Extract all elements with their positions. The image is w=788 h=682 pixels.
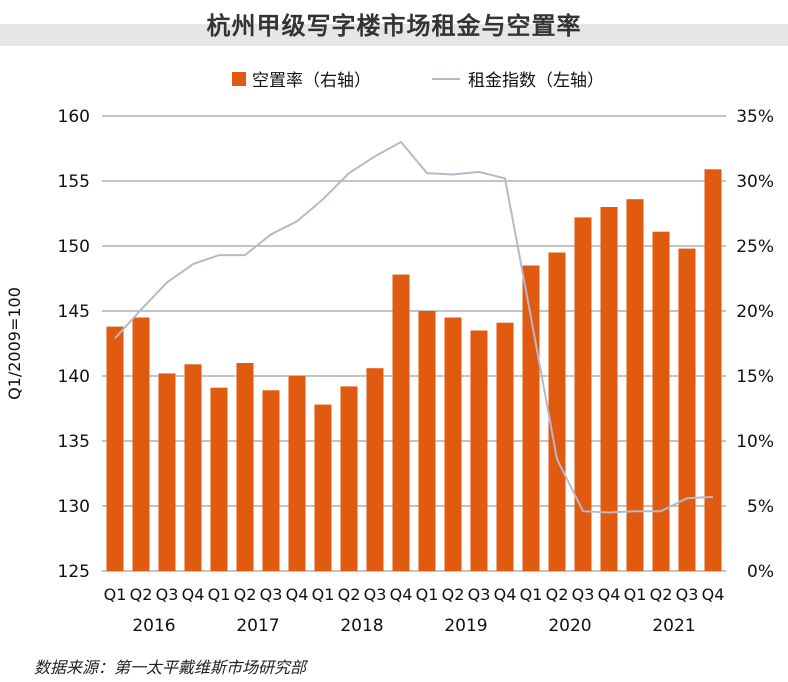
quarter-tick-label: Q4 [182,585,205,604]
vacancy-bar [522,265,540,571]
title-band [0,24,788,46]
quarter-tick-label: Q1 [624,585,647,604]
vacancy-bar [418,311,436,571]
quarter-tick-label: Q1 [520,585,543,604]
vacancy-bar [600,207,618,571]
vacancy-bar [132,317,150,571]
quarter-tick-label: Q2 [338,585,361,604]
vacancy-bar [392,274,410,571]
year-tick-label: 2020 [548,616,591,636]
quarter-tick-label: Q2 [650,585,673,604]
source-note: 数据来源：第一太平戴维斯市场研究部 [34,658,307,677]
vacancy-bar [236,363,254,571]
vacancy-bar [496,322,514,571]
quarter-tick-label: Q1 [416,585,439,604]
legend-swatch-bar [232,71,246,86]
quarter-tick-label: Q2 [442,585,465,604]
vacancy-bar [158,373,176,571]
vacancy-bar [548,252,566,571]
quarter-tick-label: Q4 [494,585,517,604]
vacancy-bar [340,386,358,571]
quarter-tick-label: Q4 [702,585,725,604]
quarter-tick-label: Q4 [286,585,309,604]
vacancy-bar [444,317,462,571]
vacancy-bar [184,364,202,571]
chart-title: 杭州甲级写字楼市场租金与空置率 [206,12,582,40]
left-tick-label: 130 [58,497,90,517]
left-tick-label: 150 [58,237,90,257]
quarter-tick-label: Q3 [676,585,699,604]
left-axis-title: Q1/2009=100 [5,287,24,400]
rent-index-line [114,140,714,514]
legend-label-rent: 租金指数（左轴） [468,71,604,91]
left-tick-label: 145 [58,302,90,322]
right-tick-label: 0% [747,562,774,582]
year-tick-label: 2017 [236,616,279,636]
vacancy-bar [366,368,384,571]
year-tick-label: 2018 [340,616,383,636]
quarter-tick-label: Q2 [130,585,153,604]
quarter-tick-label: Q1 [208,585,231,604]
left-tick-label: 160 [58,107,90,127]
quarter-tick-label: Q3 [364,585,387,604]
legend-item-vacancy: 空置率（右轴） [232,66,371,91]
vacancy-bar [314,404,332,571]
quarter-tick-label: Q3 [156,585,179,604]
right-tick-label: 5% [747,497,774,517]
year-tick-label: 2019 [444,616,487,636]
quarter-tick-label: Q1 [312,585,335,604]
left-tick-label: 155 [58,172,90,192]
right-tick-label: 15% [736,367,774,387]
vacancy-bar [262,390,280,571]
quarter-tick-label: Q2 [234,585,257,604]
quarter-tick-label: Q4 [598,585,621,604]
quarter-tick-label: Q3 [468,585,491,604]
right-tick-label: 35% [736,107,774,127]
vacancy-bar [652,231,670,571]
right-tick-label: 30% [736,172,774,192]
legend-label-vacancy: 空置率（右轴） [252,71,371,91]
legend: 空置率（右轴） 租金指数（左轴） [0,66,788,92]
vacancy-bar [704,169,722,572]
legend-swatch-line [432,77,460,80]
right-tick-label: 25% [736,237,774,257]
vacancy-bar [574,217,592,571]
quarter-tick-label: Q1 [104,585,127,604]
left-tick-label: 125 [58,562,90,582]
legend-item-rent: 租金指数（左轴） [432,66,604,91]
vacancy-bar [626,199,644,571]
vacancy-bar [470,330,488,571]
quarter-tick-label: Q3 [260,585,283,604]
year-tick-label: 2021 [652,616,695,636]
vacancy-bar [106,326,124,571]
quarter-tick-label: Q4 [390,585,413,604]
year-tick-label: 2016 [132,616,175,636]
vacancy-bar [678,248,696,571]
right-tick-label: 20% [736,302,774,322]
right-tick-label: 10% [736,432,774,452]
left-tick-label: 135 [58,432,90,452]
left-tick-label: 140 [58,367,90,387]
quarter-tick-label: Q3 [572,585,595,604]
vacancy-bar [288,376,306,571]
quarter-tick-label: Q2 [546,585,569,604]
vacancy-bar [210,387,228,571]
